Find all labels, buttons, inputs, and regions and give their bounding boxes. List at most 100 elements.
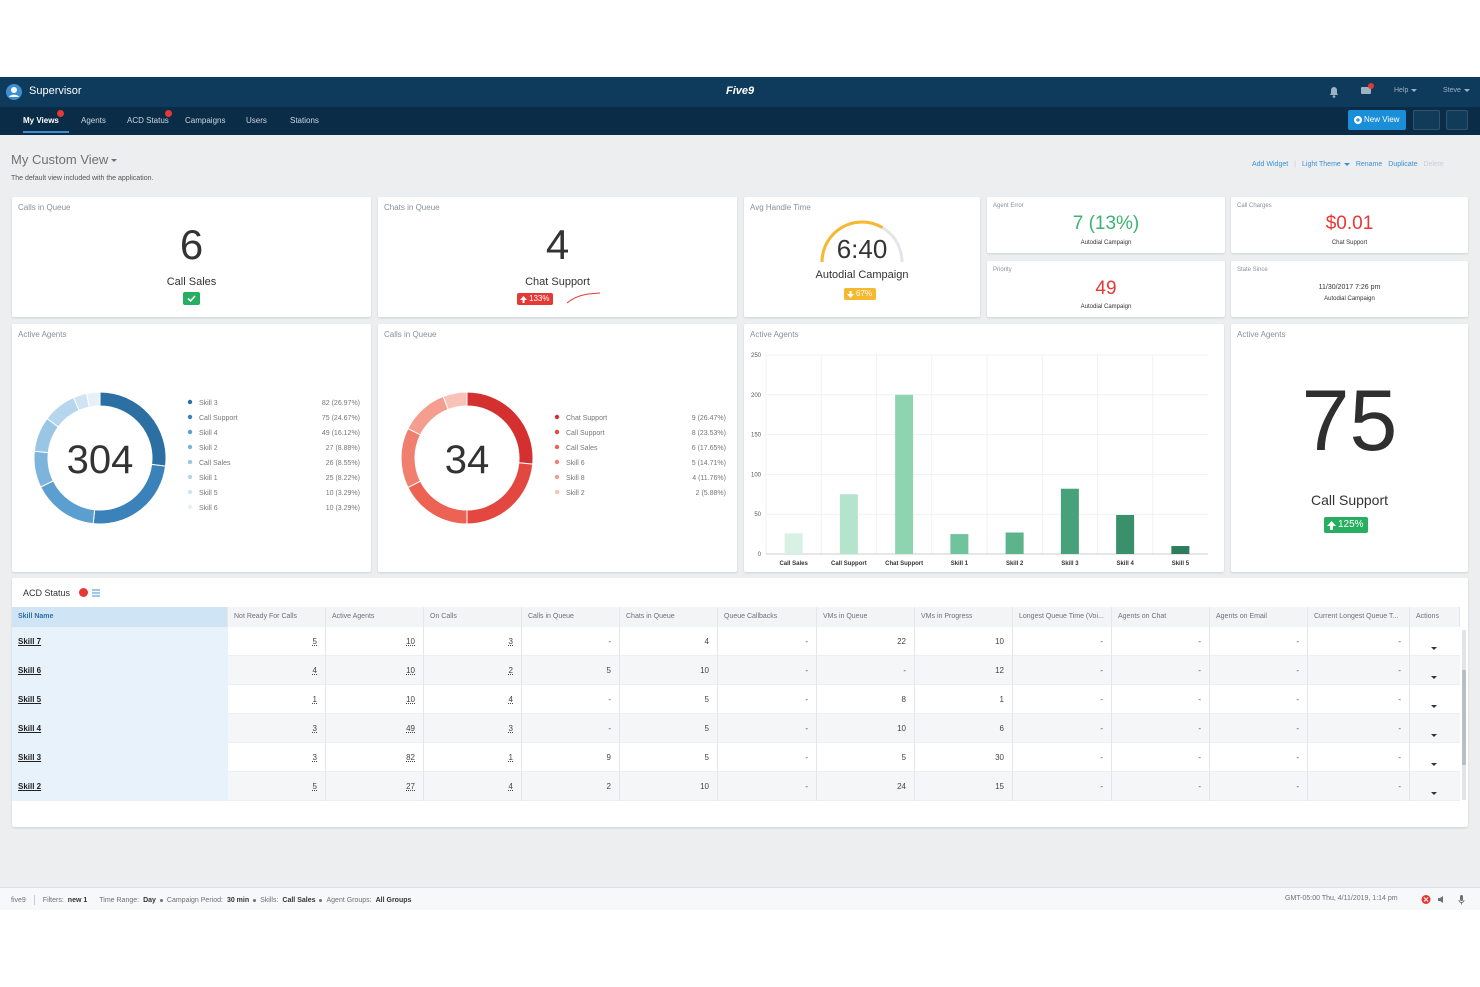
table-cell: 10 — [620, 772, 718, 801]
view-title-text[interactable]: My Custom View — [11, 152, 109, 167]
nav-tab[interactable]: Agents — [81, 116, 106, 125]
table-cell: - — [1112, 627, 1210, 656]
row-action[interactable] — [1431, 669, 1439, 680]
scrollbar[interactable] — [1462, 630, 1466, 800]
table-cell[interactable]: 4 — [424, 772, 522, 801]
column-header[interactable]: VMs in Queue — [817, 607, 915, 627]
change-badge: 67% — [844, 288, 877, 300]
table-cell[interactable]: 3 — [424, 714, 522, 743]
filter-label: Agent Groups: — [326, 896, 372, 904]
table-cell: 10 — [620, 656, 718, 685]
table-cell[interactable]: 1 — [424, 743, 522, 772]
user-label[interactable]: Steve — [1443, 87, 1461, 94]
expand-button[interactable] — [1446, 110, 1468, 130]
skill-name[interactable]: Skill 5 — [18, 695, 42, 704]
widget-title: Calls in Queue — [384, 330, 437, 339]
help-menu[interactable]: Help — [1394, 87, 1418, 94]
user-menu[interactable]: Steve — [1443, 87, 1470, 94]
action-link[interactable]: Add Widget — [1252, 161, 1289, 168]
view-title[interactable]: My Custom View — [11, 152, 118, 167]
app-name: Supervisor — [29, 85, 82, 97]
column-header[interactable]: Queue Callbacks — [718, 607, 817, 627]
column-header[interactable]: Actions — [1410, 607, 1460, 627]
nav-tab[interactable]: My Views — [23, 116, 59, 125]
caret — [1463, 88, 1470, 92]
table-cell[interactable]: 82 — [326, 743, 424, 772]
column-header[interactable]: Calls in Queue — [522, 607, 620, 627]
table-cell: - — [1210, 714, 1308, 743]
skill-name[interactable]: Skill 2 — [18, 782, 42, 791]
filter-value[interactable]: Call Sales — [282, 896, 316, 904]
table-cell[interactable]: 3 — [228, 743, 326, 772]
column-header[interactable]: Active Agents — [326, 607, 424, 627]
settings-button[interactable] — [1413, 110, 1440, 130]
table-cell[interactable]: 2 — [424, 656, 522, 685]
name-cell-bg — [12, 714, 228, 743]
skill-name[interactable]: Skill 3 — [18, 753, 42, 762]
nav-tab[interactable]: Campaigns — [185, 116, 226, 125]
column-header[interactable]: Skill Name — [12, 607, 228, 627]
widget-label: Autodial Campaign — [1080, 240, 1132, 246]
action-text[interactable]: Light Theme — [1302, 161, 1341, 168]
table-cell: - — [1210, 656, 1308, 685]
nav-tab[interactable]: Users — [246, 116, 267, 125]
row-action[interactable] — [1431, 727, 1439, 738]
table-cell: - — [1013, 685, 1112, 714]
new-view-button[interactable]: New View — [1348, 110, 1406, 130]
change-value: 133% — [529, 294, 550, 303]
table-cell[interactable]: 1 — [228, 685, 326, 714]
button-label[interactable]: New View — [1364, 115, 1400, 124]
table-cell[interactable]: 10 — [326, 656, 424, 685]
row-action[interactable] — [1431, 756, 1439, 767]
help-label[interactable]: Help — [1394, 87, 1409, 94]
table-cell[interactable]: 5 — [228, 772, 326, 801]
table-cell: - — [1013, 743, 1112, 772]
action-link[interactable]: Delete — [1423, 161, 1444, 168]
filter-value[interactable]: All Groups — [375, 896, 412, 904]
filter-icon[interactable] — [92, 588, 100, 597]
filter-value[interactable]: Day — [143, 896, 156, 904]
table-cell[interactable]: 3 — [424, 627, 522, 656]
skill-name[interactable]: Skill 6 — [18, 666, 42, 675]
column-header[interactable]: VMs in Progress — [915, 607, 1013, 627]
table-cell[interactable]: 27 — [326, 772, 424, 801]
table-cell[interactable]: 10 — [326, 627, 424, 656]
column-header[interactable]: Chats in Queue — [620, 607, 718, 627]
bell-icon[interactable] — [1328, 85, 1340, 98]
row-action[interactable] — [1431, 698, 1439, 709]
table-cell: - — [1210, 627, 1308, 656]
nav-bar: My Views Agents ACD Status Campaigns Use… — [0, 107, 1480, 135]
table-cell[interactable]: 5 — [228, 627, 326, 656]
table-cell[interactable]: 3 — [228, 714, 326, 743]
table-cell[interactable]: 4 — [424, 685, 522, 714]
row-bg — [12, 685, 1460, 714]
action-link[interactable]: Light Theme — [1302, 161, 1350, 168]
action-link[interactable]: Duplicate — [1388, 161, 1418, 168]
caret — [1431, 734, 1437, 738]
skill-name[interactable]: Skill 7 — [18, 637, 42, 646]
column-header[interactable]: On Calls — [424, 607, 522, 627]
nav-tab[interactable]: Stations — [290, 116, 319, 125]
badge-dot — [165, 110, 172, 117]
table-cell: 30 — [915, 743, 1013, 772]
column-header[interactable]: Agents on Chat — [1112, 607, 1210, 627]
widget: Calls in Queue 6 Call Sales — [12, 197, 371, 317]
row-action[interactable] — [1431, 640, 1439, 651]
column-header[interactable]: Longest Queue Time (Voi... — [1013, 607, 1112, 627]
table-cell: 8 — [817, 685, 915, 714]
table-cell[interactable]: 10 — [326, 685, 424, 714]
nav-tab[interactable]: ACD Status — [127, 116, 169, 125]
row-action[interactable] — [1431, 785, 1439, 796]
filter-value[interactable]: 30 min — [226, 896, 250, 904]
column-header[interactable]: Not Ready For Calls — [228, 607, 326, 627]
column-header[interactable]: Current Longest Queue T... — [1308, 607, 1410, 627]
name-cell-bg — [12, 656, 228, 685]
filter-value[interactable]: new 1 — [67, 896, 88, 904]
table-cell[interactable]: 49 — [326, 714, 424, 743]
table-cell[interactable]: 4 — [228, 656, 326, 685]
action-link[interactable]: Rename — [1355, 161, 1383, 168]
skill-name[interactable]: Skill 4 — [18, 724, 42, 733]
scroll-thumb[interactable] — [1462, 670, 1466, 765]
chat-icon[interactable] — [1360, 82, 1376, 98]
column-header[interactable]: Agents on Email — [1210, 607, 1308, 627]
